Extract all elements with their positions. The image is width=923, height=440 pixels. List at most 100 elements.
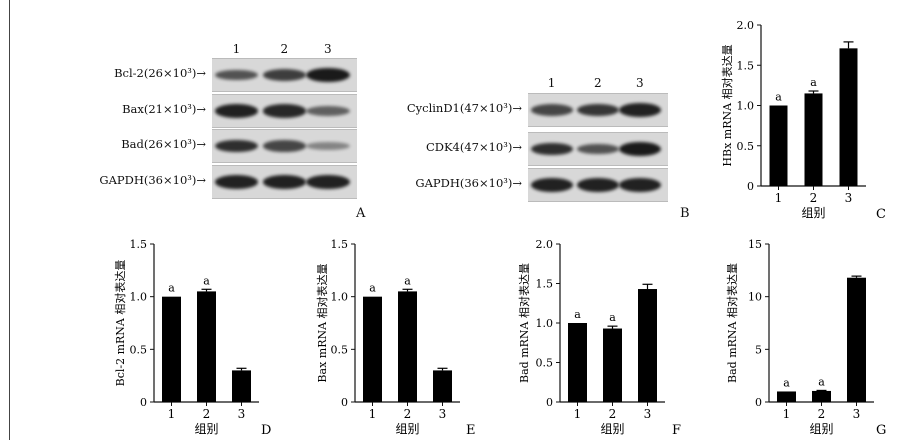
x-tick-label: 1 xyxy=(783,407,791,421)
y-tick-label: 0 xyxy=(140,396,147,409)
bar-chart-d: 0 0.5 1.0 1.5 a 1 a 2 3 组别 Bcl-2 mRNA 相对表达量 D xyxy=(113,238,271,438)
blot-row-label: GAPDH(36×10³)→ xyxy=(99,173,206,187)
bar-chart-c: 0 0.5 1.0 1.5 2.0 a 1 a 2 3 组别 HBx mRNA 相对表达量 C xyxy=(720,19,886,222)
protein-band xyxy=(306,68,350,82)
panel-label-b: B xyxy=(680,206,690,221)
blot-row: CyclinD1(47×10³)→ xyxy=(407,93,668,127)
protein-band xyxy=(530,142,573,156)
blot-strip xyxy=(528,132,668,166)
lane-number: 3 xyxy=(324,42,332,56)
protein-band xyxy=(214,139,259,153)
bar xyxy=(769,105,788,186)
bar xyxy=(638,289,657,402)
lane-number: 1 xyxy=(547,76,556,90)
x-tick-label: 3 xyxy=(238,407,246,421)
protein-band xyxy=(619,103,661,117)
bar-chart-e: 0 0.5 1.0 1.5 a 1 a 2 3 组别 Bax mRNA 相对表达量 E xyxy=(315,238,476,438)
x-tick-label: 2 xyxy=(810,191,818,205)
significance-label: a xyxy=(818,375,825,388)
bar xyxy=(197,291,216,402)
blot-strip xyxy=(212,165,357,199)
y-tick-label: 2.0 xyxy=(737,19,755,32)
bar-chart-f: 0 0.5 1.0 1.5 2.0 a 1 a 2 3 组别 Bad mRNA 相对表达量 F xyxy=(517,238,681,438)
y-tick-label: 10 xyxy=(748,291,762,304)
protein-band xyxy=(577,103,619,117)
y-axis-title: Bax mRNA 相对表达量 xyxy=(315,263,329,382)
panel-label: F xyxy=(672,423,681,438)
protein-band xyxy=(214,175,259,189)
y-tick-label: 1.5 xyxy=(130,238,148,251)
protein-band xyxy=(262,104,307,118)
protein-band xyxy=(619,178,661,192)
blot-row-label: CyclinD1(47×10³)→ xyxy=(406,101,522,115)
x-tick-label: 3 xyxy=(439,407,447,421)
x-tick-label: 1 xyxy=(775,191,783,205)
bar xyxy=(839,48,858,186)
bar xyxy=(777,391,796,402)
bar xyxy=(603,328,622,402)
significance-label: a xyxy=(783,376,790,389)
y-axis-title: HBx mRNA 相对表达量 xyxy=(720,44,734,166)
lane-number: 2 xyxy=(594,76,602,90)
y-tick-label: 1.0 xyxy=(536,317,554,330)
blot-row: Bad(26×10³)→ xyxy=(121,129,357,163)
blot-row-label: Bax(21×10³)→ xyxy=(122,102,206,116)
blot-row-label: Bcl-2(26×10³)→ xyxy=(114,66,206,80)
blot-strip xyxy=(212,58,357,92)
y-tick-label: 15 xyxy=(748,238,762,251)
significance-label: a xyxy=(369,282,376,295)
x-tick-label: 1 xyxy=(168,407,176,421)
protein-band xyxy=(619,142,661,156)
blot-row: Bax(21×10³)→ xyxy=(122,94,357,128)
blot-strip xyxy=(212,94,357,128)
x-tick-label: 3 xyxy=(845,191,853,205)
blot-row-label: CDK4(47×10³)→ xyxy=(425,140,522,154)
protein-band xyxy=(577,143,619,155)
panel-label: C xyxy=(876,207,886,222)
significance-label: a xyxy=(810,76,817,89)
x-axis-title: 组别 xyxy=(600,422,624,436)
y-tick-label: 0.5 xyxy=(331,343,349,356)
significance-label: a xyxy=(203,274,210,287)
protein-band xyxy=(214,104,259,118)
x-tick-label: 1 xyxy=(369,407,377,421)
bar xyxy=(433,370,452,402)
blot-strip xyxy=(528,93,668,127)
y-tick-label: 0 xyxy=(755,396,762,409)
protein-band xyxy=(306,142,350,150)
protein-band xyxy=(262,140,307,152)
x-tick-label: 2 xyxy=(203,407,211,421)
blot-row: CDK4(47×10³)→ xyxy=(426,132,668,166)
protein-band xyxy=(262,175,307,189)
y-axis-title: Bad mRNA 相对表达量 xyxy=(517,263,531,383)
blot-row: Bcl-2(26×10³)→ xyxy=(114,58,357,92)
significance-label: a xyxy=(775,91,782,104)
panel-label: D xyxy=(261,423,271,438)
y-tick-label: 0 xyxy=(546,396,553,409)
y-tick-label: 1.5 xyxy=(331,238,349,251)
y-tick-label: 5 xyxy=(755,343,762,356)
panel-label: E xyxy=(466,423,476,438)
x-axis-title: 组别 xyxy=(809,422,833,436)
blot-row: GAPDH(36×10³)→ xyxy=(99,165,357,199)
y-tick-label: 1.5 xyxy=(737,59,755,72)
x-axis-title: 组别 xyxy=(801,206,825,220)
significance-label: a xyxy=(609,311,616,324)
x-tick-label: 1 xyxy=(574,407,582,421)
protein-band xyxy=(306,106,350,116)
bar xyxy=(812,390,831,402)
y-tick-label: 0 xyxy=(341,396,348,409)
lane-number: 3 xyxy=(636,76,644,90)
bar xyxy=(162,296,181,402)
protein-band xyxy=(577,178,619,192)
x-tick-label: 2 xyxy=(609,407,617,421)
protein-band xyxy=(530,178,573,192)
blot-strip xyxy=(528,168,668,202)
bar xyxy=(804,93,823,186)
bar xyxy=(232,370,251,402)
significance-label: a xyxy=(574,308,581,321)
bar xyxy=(363,296,382,402)
x-tick-label: 2 xyxy=(404,407,412,421)
protein-band xyxy=(262,69,307,81)
significance-label: a xyxy=(168,282,175,295)
